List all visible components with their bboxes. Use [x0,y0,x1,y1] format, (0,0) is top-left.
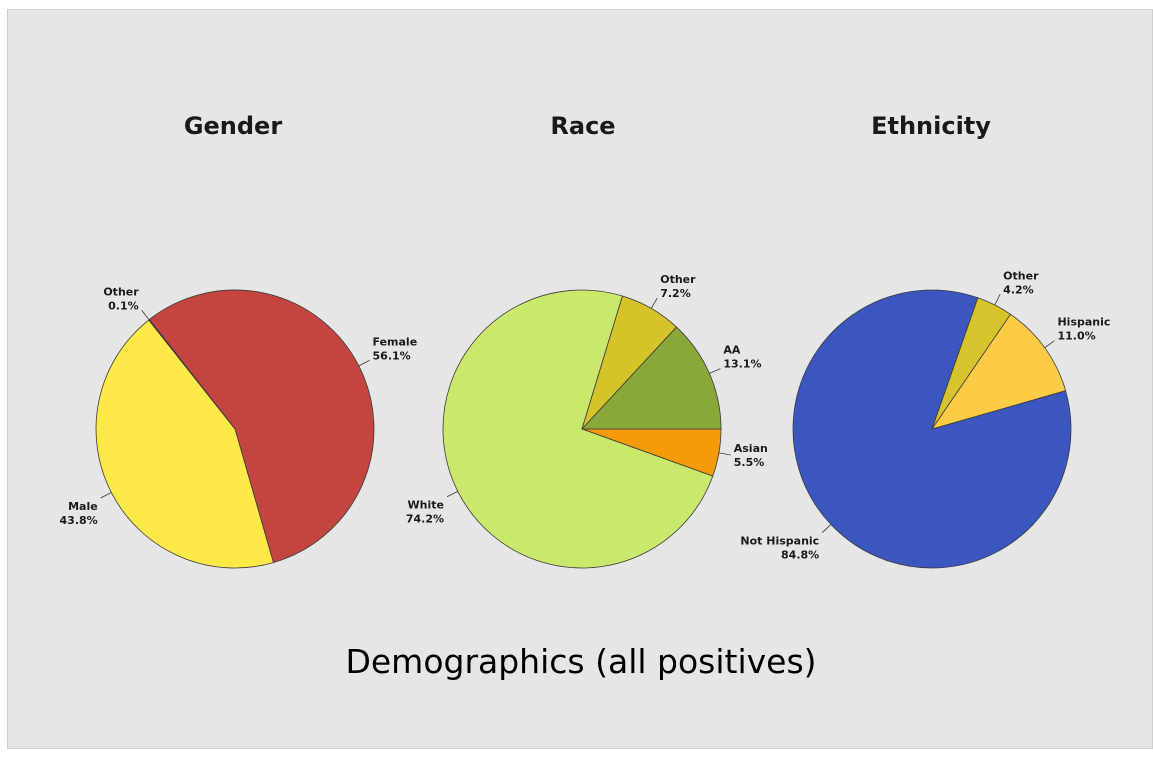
race-leader-other [650,297,658,309]
ethnicity-slice-hispanic [931,313,1067,430]
ethnicity-label-hispanic: Hispanic 11.0% [1057,316,1110,343]
ethnicity-leader-other [994,294,1001,306]
gender-slice-male [95,319,274,569]
race-label-aa: AA 13.1% [723,344,761,371]
gender-label-other: Other 0.1% [103,285,139,312]
main-title: Demographics (all positives) [345,642,817,681]
race-leader-white [446,490,458,498]
ethnicity-label-not-hispanic: Not Hispanic 84.8% [740,535,819,562]
pie-charts: Gender Female 56.1% Male 43.8% Other 0.1% Race A… [60,112,1110,569]
gender-label-male: Male 43.8% [60,500,98,527]
race-leader-aa [709,368,721,374]
gender-slice-female [148,289,375,564]
gender-pie-title: Gender [184,112,283,140]
gender-label-female: Female 56.1% [373,335,418,362]
gender-leader-other [141,310,150,320]
gender-leader-female [358,360,370,367]
race-leader-asian [718,452,731,456]
race-label-white: White 74.2% [406,499,444,526]
gender-leader-male [100,492,112,499]
ethnicity-pie-title: Ethnicity [871,112,991,140]
ethnicity-leader-not-hispanic [821,524,832,533]
race-pie-title: Race [550,112,615,140]
chart-frame: Gender Female 56.1% Male 43.8% Other 0.1% Race A… [7,9,1153,749]
race-label-other: Other 7.2% [660,273,696,300]
ethnicity-label-other: Other 4.2% [1003,269,1039,296]
ethnicity-leader-hispanic [1044,340,1055,349]
race-label-asian: Asian 5.5% [734,442,768,469]
